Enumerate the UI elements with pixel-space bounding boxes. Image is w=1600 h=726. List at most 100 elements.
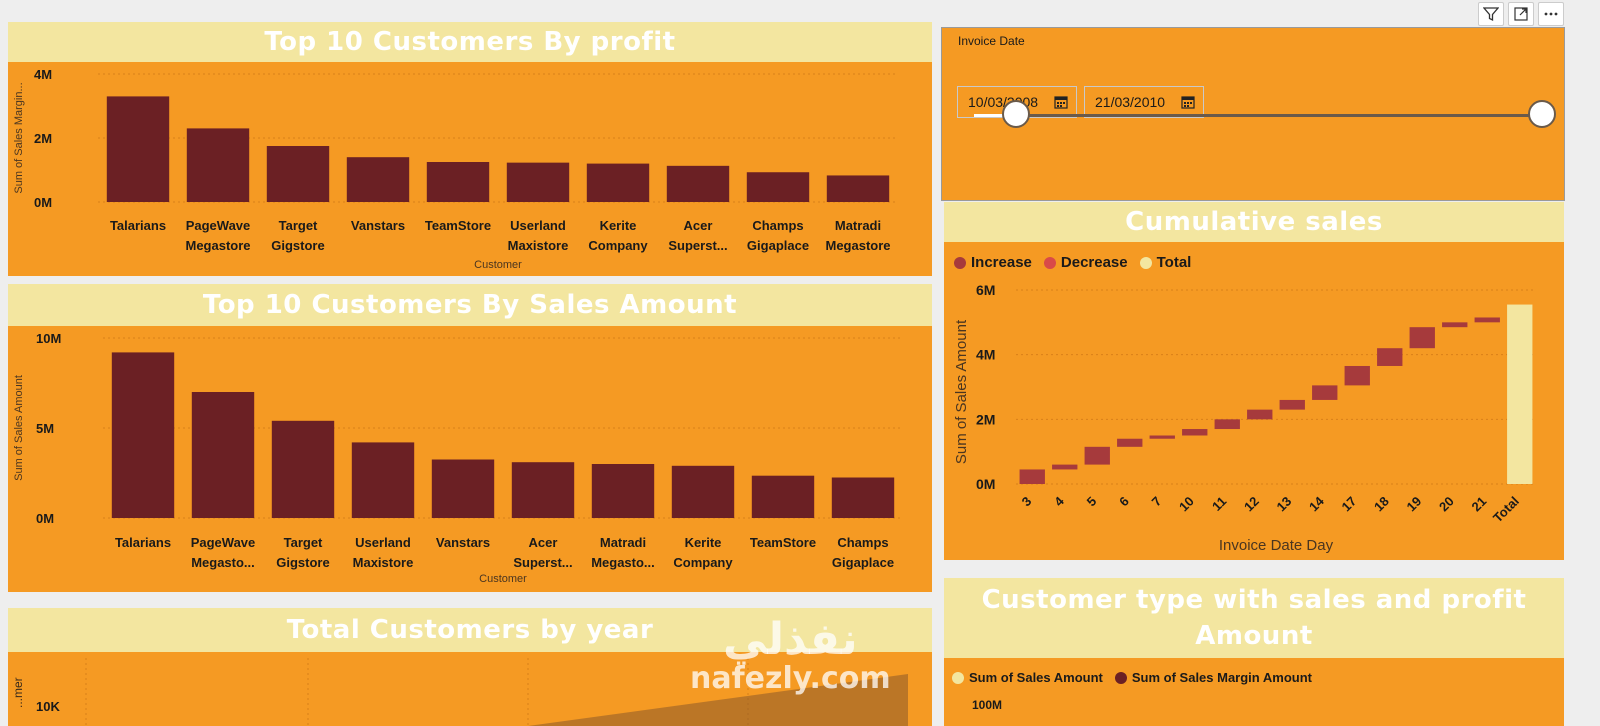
x-tick-label: Total [1490, 494, 1522, 526]
y-tick-label: 0M [976, 476, 995, 492]
x-tick-label: 5 [1084, 494, 1100, 510]
x-tick-label: Matradi [600, 535, 646, 550]
customer-type-panel-title: Customer type with sales and profit Amou… [944, 578, 1564, 658]
customer-type-title-line1: Customer type with sales and profit [981, 585, 1527, 615]
x-axis-title: Customer [474, 259, 522, 271]
x-tick-label: Maxistore [353, 555, 414, 570]
bar [826, 175, 890, 202]
x-tick-label: Vanstars [351, 218, 405, 233]
waterfall-bar [1344, 365, 1370, 386]
y-axis-title: Sum of Sales Amount [953, 319, 970, 464]
x-tick-label: 7 [1149, 494, 1165, 510]
x-tick-label: TeamStore [750, 535, 816, 550]
y-tick-label: 5M [36, 421, 54, 436]
x-tick-label: 4 [1051, 493, 1067, 509]
customer-type-panel: Customer type with sales and profit Amou… [944, 578, 1564, 726]
calendar-icon[interactable] [1054, 95, 1068, 109]
end-date-input[interactable]: 21/03/2010 [1084, 86, 1204, 118]
bar [106, 96, 170, 202]
waterfall-bar [1019, 469, 1045, 484]
date-range-track-left [974, 114, 1018, 117]
x-tick-label: 13 [1274, 494, 1295, 515]
more-options-icon[interactable] [1538, 2, 1564, 26]
sales-panel: Top 10 Customers By Sales Amount 0M 5M 10M… [8, 284, 932, 592]
waterfall-bar [1182, 429, 1208, 436]
x-tick-label: Megastore [825, 238, 890, 253]
x-tick-label: Target [279, 218, 318, 233]
x-tick-label: PageWave [186, 218, 251, 233]
bar [746, 172, 810, 202]
x-tick-label: Megasto... [191, 555, 255, 570]
date-range-start-handle[interactable] [1002, 100, 1030, 128]
x-tick-label: Company [673, 555, 733, 570]
bar [586, 163, 650, 202]
watermark-latin: nafezly.com [690, 661, 891, 696]
legend-increase[interactable]: Increase [954, 254, 1032, 271]
x-tick-label: Gigaplace [747, 238, 809, 253]
bar [271, 420, 335, 518]
cumulative-legend: Increase Decrease Total [954, 254, 1203, 271]
x-axis-title: Customer [479, 573, 527, 585]
yearly-ylabel: ...mer [11, 677, 25, 708]
waterfall-bar [1149, 435, 1175, 439]
y-tick-label: 0M [34, 195, 52, 210]
bar [191, 392, 255, 518]
x-tick-label: 17 [1339, 494, 1360, 515]
watermark-arabic: نفذلي [722, 614, 858, 665]
bar [591, 464, 655, 518]
bar [351, 442, 415, 518]
legend-total[interactable]: Total [1139, 254, 1191, 271]
x-tick-label: 12 [1241, 494, 1262, 515]
bar [831, 477, 895, 518]
x-tick-label: PageWave [191, 535, 256, 550]
legend-decrease[interactable]: Decrease [1043, 254, 1128, 271]
x-tick-label: Userland [355, 535, 411, 550]
y-axis-title: Sum of Sales Margin... [13, 82, 25, 193]
customer-type-y-tick: 100M [972, 698, 1003, 712]
waterfall-bar [1052, 464, 1078, 470]
x-tick-label: 14 [1306, 493, 1327, 514]
waterfall-bar [1247, 409, 1273, 420]
bar [431, 459, 495, 518]
date-slicer-panel: Invoice Date 10/03/2008 21/03/2010 [941, 27, 1565, 201]
waterfall-bar [1442, 322, 1468, 328]
x-tick-label: 20 [1436, 494, 1457, 515]
x-tick-label: Acer [529, 535, 558, 550]
cumulative-panel: Cumulative sales Increase Decrease Total… [944, 202, 1564, 560]
x-axis-title: Invoice Date Day [1219, 537, 1334, 554]
y-tick-label: 2M [976, 411, 995, 427]
legend-sales-amount[interactable]: Sum of Sales Amount [952, 670, 1103, 685]
yearly-area [528, 674, 908, 726]
sales-panel-title: Top 10 Customers By Sales Amount [8, 284, 932, 326]
end-date-value: 21/03/2010 [1095, 94, 1166, 110]
date-range-end-handle[interactable] [1528, 100, 1556, 128]
yearly-chart: ...mer 10K [11, 658, 908, 726]
x-tick-label: Userland [510, 218, 566, 233]
bar [671, 465, 735, 518]
y-tick-label: 10M [36, 331, 61, 346]
bar [186, 128, 250, 202]
x-tick-label: 11 [1209, 494, 1229, 514]
bar [511, 462, 575, 518]
waterfall-bar [1377, 348, 1403, 366]
profit-panel-title: Top 10 Customers By profit [8, 22, 932, 62]
x-tick-label: Company [588, 238, 648, 253]
filter-icon[interactable] [1478, 2, 1504, 26]
y-axis-title: Sum of Sales Amount [13, 375, 25, 481]
bar [266, 146, 330, 202]
focus-mode-icon[interactable] [1508, 2, 1534, 26]
x-tick-label: Vanstars [436, 535, 490, 550]
legend-sales-margin[interactable]: Sum of Sales Margin Amount [1114, 670, 1312, 685]
x-tick-label: 21 [1469, 494, 1490, 515]
x-tick-label: Superst... [513, 555, 572, 570]
date-range-track[interactable] [974, 114, 1544, 117]
y-tick-label: 2M [34, 131, 52, 146]
y-tick-label: 4M [976, 347, 995, 363]
bar [666, 165, 730, 202]
waterfall-bar [1117, 438, 1143, 447]
bar [111, 352, 175, 518]
x-tick-label: Acer [684, 218, 713, 233]
calendar-icon[interactable] [1181, 95, 1195, 109]
y-tick-label: 4M [34, 67, 52, 82]
y-tick-label: 0M [36, 511, 54, 526]
